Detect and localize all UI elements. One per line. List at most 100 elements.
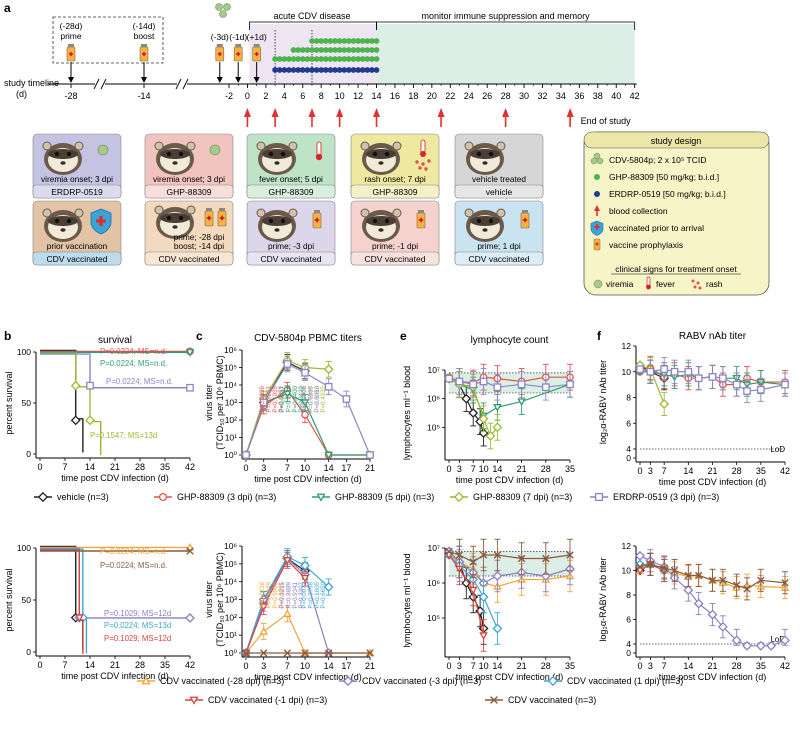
x-tick-label: 17 [341, 661, 351, 671]
series-erdrp [242, 355, 374, 459]
ghp-dose-dot [336, 38, 343, 44]
x-tick-label: 10 [300, 463, 310, 473]
card-label: GHP-88309 [373, 187, 418, 197]
timeline-tick-label: 0 [245, 91, 250, 101]
data-point-stroke [260, 649, 268, 657]
x-tick-label: 21 [517, 661, 527, 671]
legend-label: GHP-88309 (7 dpi) (n=3) [473, 492, 572, 502]
ghp-dose-dot [299, 47, 306, 53]
data-point [283, 609, 292, 617]
card-caption: rash onset; 7 dpi [364, 174, 426, 184]
ghp-dose-dot [281, 56, 288, 62]
ghp-dose-dot [359, 38, 366, 44]
erdrp-dose-dot [290, 67, 297, 73]
erdrp-dose-dot [281, 67, 288, 73]
study-timeline: acute CDV disease monitor immune suppress… [4, 3, 640, 127]
blood-collection-arrowhead [336, 108, 344, 117]
y-tick-label: 10⁰ [224, 648, 237, 658]
timeline-tick-label: -28 [64, 91, 77, 101]
data-point [708, 576, 717, 584]
normal-range-band [449, 551, 570, 576]
p-value: P=0.0006 [301, 385, 308, 412]
x-tick-label: 3 [457, 661, 462, 671]
x-tick-label: 17 [341, 463, 351, 473]
series-vac [40, 547, 194, 555]
ghp-dose-dot [318, 38, 325, 44]
card-caption: viremia onset; 3 dpi [41, 174, 113, 184]
ferret-mask [262, 149, 292, 159]
ghp-dose-dot [364, 56, 371, 62]
series-line [245, 559, 306, 654]
chart-survival_bottom: 0 7 14 21 28 35 42 time post CDV infection (d) 0… [4, 542, 195, 681]
chart-title: survival [98, 335, 132, 346]
data-point [186, 383, 194, 392]
ghp-dose-dot [304, 56, 311, 62]
data-point [670, 367, 679, 376]
clinical-item: rash [706, 279, 723, 289]
ghp-dose-dot [359, 47, 366, 53]
card-caption: prime; -28 dpi [174, 232, 225, 242]
x-tick-label: 0 [243, 661, 248, 671]
ghp-dose-dot [313, 38, 320, 44]
y-tick-label: 10¹ [225, 433, 237, 443]
ghp-dose-dot [327, 56, 334, 62]
y-tick-label: 100 [17, 347, 31, 357]
legend-marker [490, 696, 498, 704]
series-line [448, 550, 571, 563]
vial-cap [68, 44, 74, 47]
vial-cap [219, 208, 225, 211]
card-label: CDV vaccinated [47, 254, 108, 264]
p-value: P=0.3768 [307, 581, 314, 608]
timeline-tick-label: 14 [372, 91, 382, 101]
y-tick-label: 10⁰ [224, 450, 237, 460]
data-point [479, 551, 488, 559]
timeline-tick-label: -14 [137, 91, 150, 101]
y-tick-label: 50 [22, 398, 32, 408]
event-label: (+1d) [247, 32, 267, 42]
study-design-item: blood collection [609, 206, 668, 216]
ferret-mask [160, 213, 190, 223]
erdrp-dose-dot [350, 67, 357, 73]
data-point [469, 380, 478, 389]
x-tick-label: 10 [479, 661, 489, 671]
ferret-mask [48, 216, 78, 226]
survival-annotation: P=0.1029; MS=12d [104, 634, 171, 643]
data-point [492, 623, 503, 634]
x-tick-label: 3 [261, 661, 266, 671]
data-point [324, 451, 333, 460]
ferret-ear [360, 208, 370, 218]
p-value: P=0.4449 [265, 581, 272, 608]
data-point [478, 592, 489, 602]
ghp-dose-dot [309, 38, 315, 44]
data-point [493, 551, 502, 559]
acute-phase-region [249, 24, 377, 84]
ferret-eye [178, 215, 184, 221]
ghp-dose-dot [299, 56, 306, 62]
data-point-stroke [781, 579, 789, 587]
data-point [185, 613, 195, 623]
timeline-tick-label: 8 [319, 91, 324, 101]
data-point [492, 422, 503, 433]
data-point [743, 585, 751, 593]
ferret-ear [186, 205, 196, 215]
ghp-dose-dot [272, 56, 278, 62]
x-tick-label: 7 [662, 466, 667, 476]
ferret-eye [488, 218, 494, 224]
ferret-nose [60, 161, 66, 165]
erdrp-dose-dot [327, 67, 334, 73]
ghp-dose-dot [332, 47, 338, 53]
data-point-stroke [694, 571, 703, 580]
blood-collection-arrowhead [566, 108, 574, 117]
axis-break [182, 78, 189, 90]
x-tick-label: 0 [637, 466, 642, 476]
data-point [717, 621, 728, 632]
y-tick-label: 8 [626, 590, 631, 600]
ghp-dose-dot [290, 47, 297, 53]
ferret-ear [154, 205, 164, 215]
x-tick-label: 21 [365, 463, 375, 473]
p-value: P=0.3307 [298, 581, 305, 608]
data-point-stroke [479, 551, 488, 559]
card-label: vehicle [486, 187, 513, 197]
